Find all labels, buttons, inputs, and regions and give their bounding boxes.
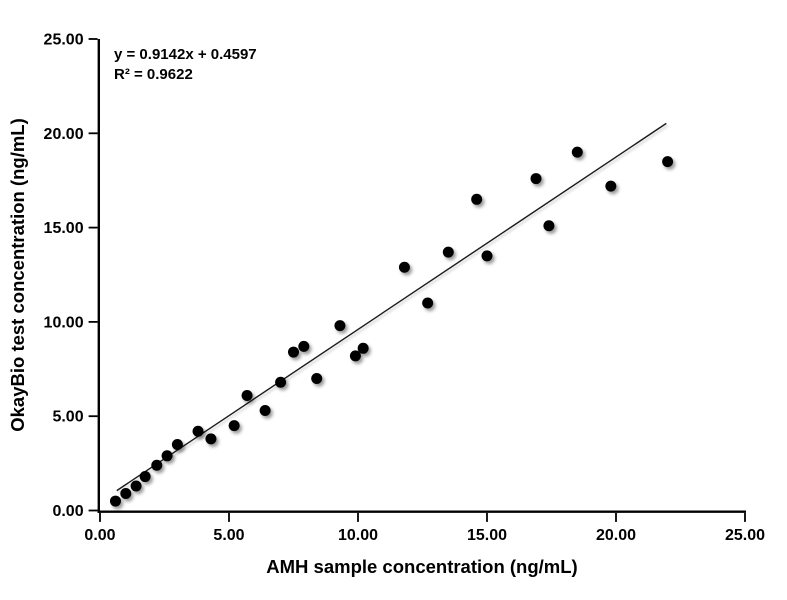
data-point (298, 340, 310, 352)
data-point (543, 220, 555, 232)
data-point (398, 261, 410, 273)
y-tick-label: 10.00 (44, 314, 84, 331)
data-point (662, 156, 674, 168)
data-point (130, 480, 142, 492)
data-point (228, 420, 240, 432)
data-point (471, 193, 483, 205)
y-tick-label: 25.00 (44, 32, 84, 49)
data-point (571, 146, 583, 158)
data-point (120, 488, 132, 500)
r-squared-label: R² = 0.9622 (114, 66, 193, 83)
y-tick-label: 5.00 (52, 409, 83, 426)
x-tick-label: 0.00 (84, 527, 115, 544)
x-tick-label: 5.00 (213, 527, 244, 544)
data-point (357, 342, 369, 354)
data-point (139, 471, 151, 483)
data-point (422, 297, 434, 309)
data-point (205, 433, 217, 445)
data-point (275, 376, 287, 388)
y-axis-title: OkayBio test concentration (ng/mL) (7, 118, 28, 432)
y-tick-label: 15.00 (44, 220, 84, 237)
data-point (442, 246, 454, 258)
data-point (530, 173, 542, 185)
data-point (259, 405, 271, 417)
axes (97, 39, 746, 513)
data-point (171, 438, 183, 450)
x-tick-label: 20.00 (596, 527, 636, 544)
data-point (288, 346, 299, 358)
x-tick-label: 10.00 (338, 527, 378, 544)
data-point (481, 250, 493, 262)
x-tick-label: 25.00 (725, 527, 765, 544)
data-point (349, 350, 361, 362)
trendline (116, 122, 667, 492)
data-point (605, 180, 617, 192)
y-tick-label: 0.00 (52, 503, 83, 520)
data-point (311, 372, 323, 384)
data-point (161, 450, 173, 462)
data-point (109, 495, 121, 507)
x-tick-label: 15.00 (467, 527, 507, 544)
x-axis-title: AMH sample concentration (ng/mL) (266, 556, 577, 577)
axis-ticks: 0.00 5.00 10.00 15.00 20.00 25.00 0.00 5.00 10.0… (44, 32, 766, 544)
scatter-series (109, 122, 674, 507)
data-point (151, 459, 163, 471)
trendline-equation-label: y = 0.9142x + 0.4597 (114, 46, 257, 63)
data-point (241, 389, 253, 401)
data-point (334, 320, 346, 332)
y-tick-label: 20.00 (44, 126, 84, 143)
data-point (192, 425, 204, 437)
